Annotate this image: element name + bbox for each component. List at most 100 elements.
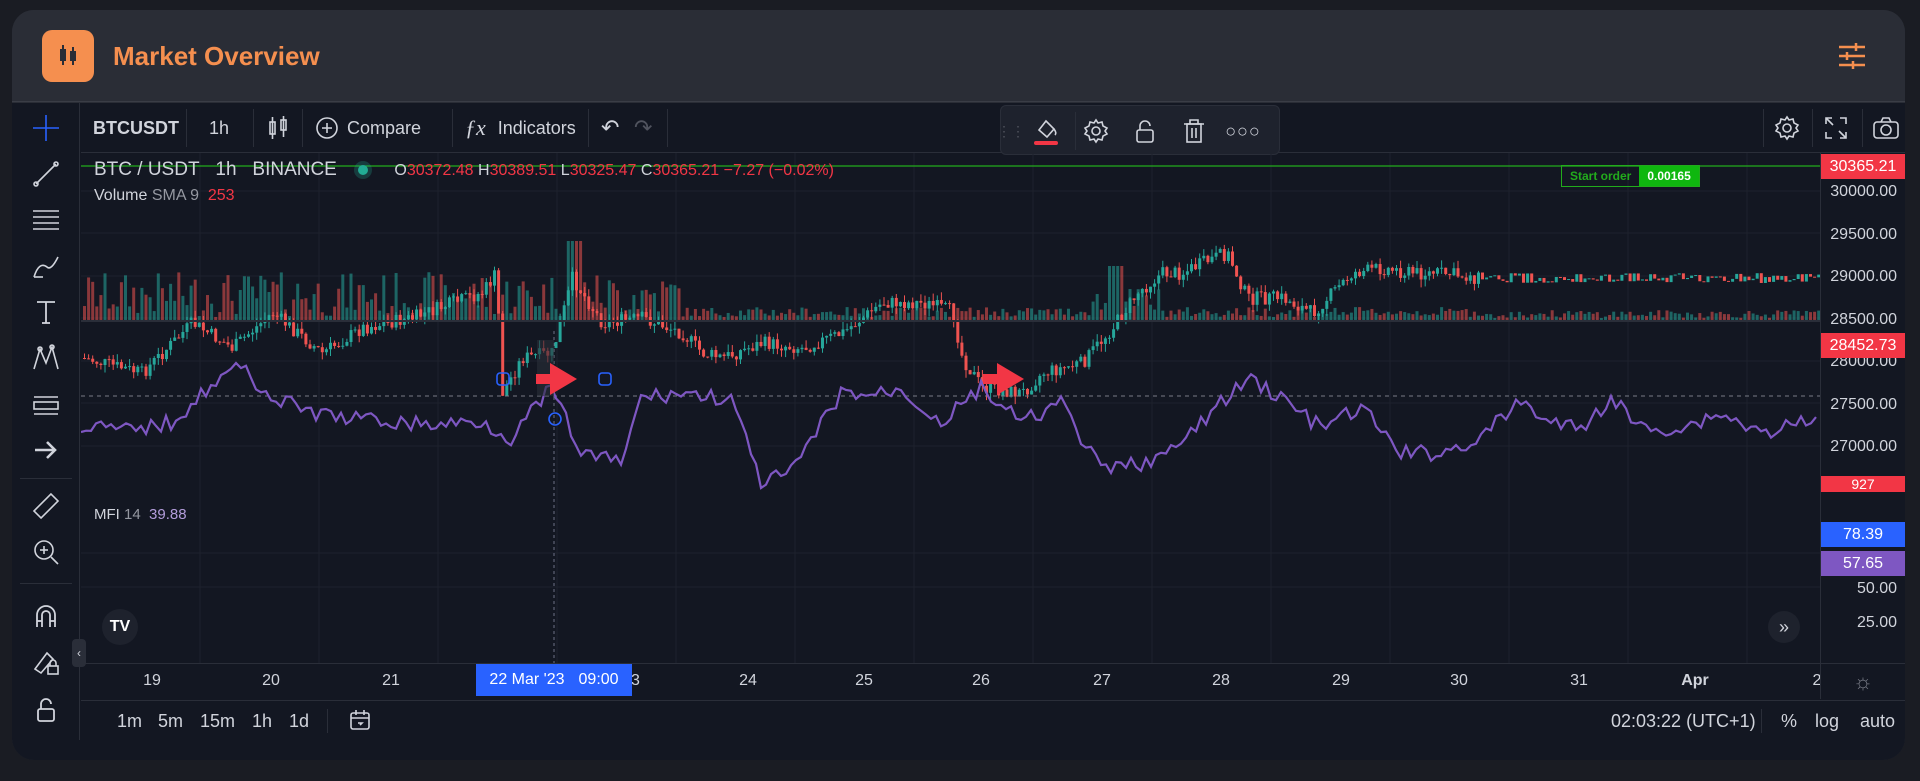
compare-button[interactable]: Compare <box>315 103 421 153</box>
crosshair-icon[interactable] <box>29 111 63 145</box>
candle-body <box>1546 281 1550 283</box>
volume-bar <box>1427 315 1431 321</box>
price-chart-canvas[interactable] <box>81 153 1820 663</box>
fullscreen-icon[interactable] <box>1824 103 1848 153</box>
volume-bar <box>706 310 710 321</box>
candle-body <box>1136 293 1140 301</box>
volume-bar <box>1362 310 1366 321</box>
trend-line-icon[interactable] <box>29 157 63 191</box>
volume-bar <box>1157 289 1161 321</box>
candle-body <box>1591 278 1595 280</box>
candle-body <box>345 341 349 346</box>
volume-bar <box>968 307 972 321</box>
candle-body <box>939 300 943 304</box>
camera-icon[interactable] <box>1872 103 1900 153</box>
candle-body <box>825 335 829 338</box>
clock-timezone[interactable]: 02:03:22 (UTC+1) <box>1611 711 1756 731</box>
volume-bar <box>673 285 677 321</box>
text-tool-icon[interactable] <box>29 295 63 329</box>
candle-body <box>841 329 845 337</box>
range-button[interactable]: 1h <box>252 711 273 731</box>
symbol-legend: BTC / USDT 1h BINANCE O30372.48 H30389.5… <box>94 159 834 180</box>
scroll-to-latest-icon[interactable]: » <box>1768 611 1800 643</box>
pattern-tool-icon[interactable] <box>29 341 63 375</box>
time-axis[interactable]: 19 20 21 23 24 25 26 27 28 29 30 31 Apr … <box>81 663 1821 699</box>
volume-bar <box>1472 311 1476 321</box>
chart-settings-icon[interactable] <box>1774 103 1800 153</box>
volume-bar <box>1722 314 1726 321</box>
undo-icon[interactable]: ↶ <box>601 115 620 140</box>
volume-bar <box>767 315 771 321</box>
candle-body <box>1399 268 1403 278</box>
candle-body <box>1645 279 1648 281</box>
percent-toggle[interactable]: % <box>1781 711 1798 731</box>
collapse-toolbar-icon[interactable]: ‹ <box>72 639 86 667</box>
candle-body <box>1255 291 1259 305</box>
candle-body <box>324 349 328 353</box>
prediction-tool-icon[interactable] <box>29 387 63 421</box>
volume-bar <box>1308 309 1312 321</box>
volume-bar <box>1673 313 1677 321</box>
start-order-tag[interactable]: Start order 0.00165 <box>1561 165 1700 187</box>
delete-drawing-icon[interactable] <box>1177 114 1211 148</box>
candle-body <box>1550 281 1554 283</box>
redo-icon[interactable]: ↷ <box>634 115 653 140</box>
range-button[interactable]: 1d <box>289 711 310 731</box>
lock-drawing-icon[interactable] <box>1128 114 1162 148</box>
volume-bar <box>1046 309 1050 321</box>
volume-bar <box>423 277 427 321</box>
candle-body <box>628 317 632 320</box>
tradingview-logo-icon[interactable]: TV <box>102 609 138 645</box>
candle-body <box>575 271 578 291</box>
candle-body <box>845 329 849 331</box>
zoom-in-icon[interactable] <box>29 535 63 569</box>
price-scale[interactable]: 30365.21 30000.00 29500.00 29000.00 2850… <box>1820 153 1905 663</box>
chart-type-icon[interactable] <box>267 103 289 153</box>
indicators-label: Indicators <box>497 117 576 138</box>
candle-body <box>804 347 808 350</box>
ruler-icon[interactable] <box>29 489 63 523</box>
volume-bar <box>1710 311 1714 321</box>
log-toggle[interactable]: log <box>1815 711 1840 731</box>
fx-icon: ƒx <box>465 115 486 140</box>
candle-body <box>829 333 833 336</box>
more-options-icon[interactable]: ○○○ <box>1225 120 1261 141</box>
indicators-button[interactable]: ƒx Indicators <box>465 103 576 153</box>
volume-bar <box>394 273 398 321</box>
lock-drawings-icon[interactable] <box>29 645 63 679</box>
brush-icon[interactable] <box>29 249 63 283</box>
volume-bar <box>702 308 706 321</box>
drag-handle-icon[interactable]: ⋮⋮ <box>997 122 1025 139</box>
candle-body <box>989 383 993 393</box>
candle-body <box>968 370 972 375</box>
volume-bar <box>353 309 357 321</box>
arrow-tool-icon[interactable] <box>29 433 63 467</box>
range-button[interactable]: 1m <box>117 711 143 731</box>
candle-body <box>1116 314 1120 330</box>
range-button[interactable]: 5m <box>158 711 184 731</box>
fib-lines-icon[interactable] <box>29 203 63 237</box>
volume-bar <box>1292 316 1296 321</box>
volume-bar <box>488 284 492 321</box>
volume-bar <box>480 278 484 321</box>
trading-chart[interactable]: ‹ BTCUSDT 1h Compare ƒx Indicators ↶ ↷ <box>12 103 1905 760</box>
sliders-settings-icon[interactable] <box>1837 42 1867 70</box>
paint-bucket-icon[interactable] <box>1029 114 1063 148</box>
date-range-icon[interactable] <box>349 709 371 736</box>
candle-body <box>423 312 427 317</box>
volume-bar <box>1743 313 1747 321</box>
interval-button[interactable]: 1h <box>209 117 230 138</box>
candle-body <box>152 357 156 365</box>
unlock-icon[interactable] <box>29 693 63 727</box>
auto-toggle[interactable]: auto <box>1860 711 1896 731</box>
candle-body <box>1505 280 1509 283</box>
bottom-toolbar: 1m 5m 15m 1h 1d 02:03:22 (UTC+1) % log a… <box>81 700 1905 740</box>
range-button[interactable]: 15m <box>200 711 236 731</box>
volume-bar <box>238 289 242 321</box>
volume-bar <box>538 305 542 321</box>
drawing-settings-icon[interactable] <box>1079 114 1113 148</box>
candle-body <box>616 322 619 326</box>
axis-settings-icon[interactable]: ☼ <box>1820 663 1905 699</box>
magnet-icon[interactable] <box>29 599 63 633</box>
symbol-search-button[interactable]: BTCUSDT <box>93 117 179 138</box>
